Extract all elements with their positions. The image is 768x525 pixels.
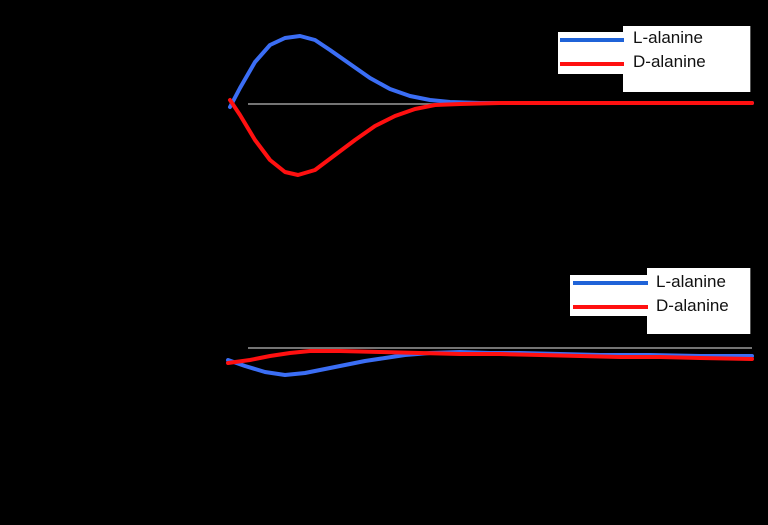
legend-bottom-line-d [573, 305, 648, 309]
legend-top-line-l [560, 38, 624, 42]
legend-bottom-label-d: D-alanine [656, 296, 729, 315]
legend-top-edge [750, 26, 751, 92]
legend-bottom-edge [750, 268, 751, 334]
legend-bottom-label-l: L-alanine [656, 272, 726, 291]
legend-top [623, 26, 751, 92]
legend-bottom-line-l [573, 281, 648, 285]
legend-top-label-d: D-alanine [633, 52, 706, 71]
legend-top-line-d [560, 62, 624, 66]
legend-bottom [647, 268, 751, 334]
bottom-series-d-alanine [226, 349, 754, 365]
legend-top-label-l: L-alanine [633, 28, 703, 47]
top-series-d-alanine [228, 98, 754, 177]
